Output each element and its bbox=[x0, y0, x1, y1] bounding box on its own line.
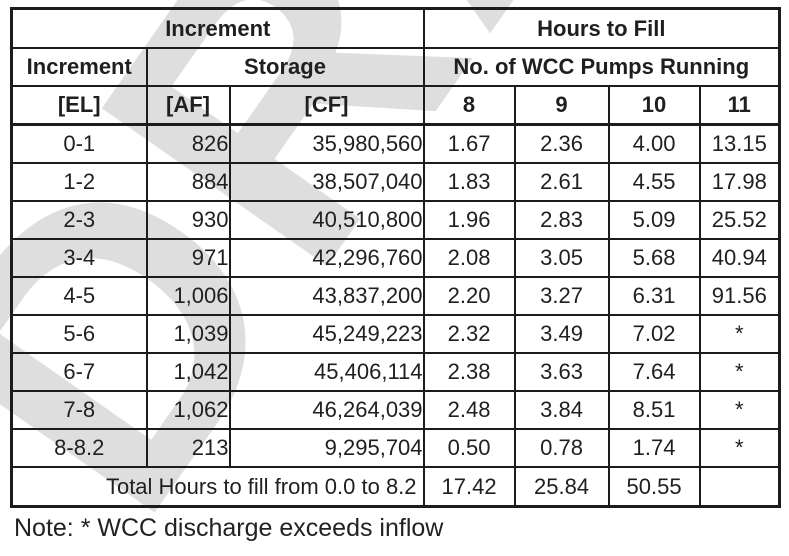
table-row: 0-1 826 35,980,560 1.67 2.36 4.00 13.15 bbox=[10, 123, 781, 164]
cell-cf: 46,264,039 bbox=[228, 390, 425, 430]
cell-hours-11: * bbox=[698, 390, 781, 430]
table-row: 6-7 1,042 45,406,114 2.38 3.63 7.64 * bbox=[10, 352, 781, 392]
cell-af: 971 bbox=[145, 238, 231, 278]
table-row: 3-4 971 42,296,760 2.08 3.05 5.68 40.94 bbox=[10, 238, 781, 278]
cell-el: 5-6 bbox=[10, 314, 148, 354]
cell-el: 4-5 bbox=[10, 276, 148, 316]
cell-hours-8: 2.48 bbox=[422, 390, 516, 430]
cell-hours-8: 2.20 bbox=[422, 276, 516, 316]
cell-hours-9: 3.84 bbox=[513, 390, 610, 430]
cell-cf: 45,249,223 bbox=[228, 314, 425, 354]
header-increment: Increment bbox=[10, 47, 148, 87]
cell-hours-10: 5.68 bbox=[607, 238, 701, 278]
cell-hours-8: 0.50 bbox=[422, 428, 516, 468]
cell-hours-11: * bbox=[698, 314, 781, 354]
cell-hours-11: 13.15 bbox=[698, 123, 781, 164]
header-pumps-8: 8 bbox=[422, 85, 516, 126]
cell-hours-10: 8.51 bbox=[607, 390, 701, 430]
cell-af: 1,039 bbox=[145, 314, 231, 354]
cell-af: 1,062 bbox=[145, 390, 231, 430]
table-row: 5-6 1,039 45,249,223 2.32 3.49 7.02 * bbox=[10, 314, 781, 354]
header-hours-to-fill-group: Hours to Fill bbox=[422, 7, 781, 49]
cell-hours-10: 4.55 bbox=[607, 162, 701, 202]
header-increment-group: Increment bbox=[10, 7, 425, 49]
cell-cf: 43,837,200 bbox=[228, 276, 425, 316]
note-text: Note: * WCC discharge exceeds inflow bbox=[14, 514, 444, 542]
cell-el: 2-3 bbox=[10, 200, 148, 240]
cell-hours-9: 3.05 bbox=[513, 238, 610, 278]
total-row: Total Hours to fill from 0.0 to 8.2 17.4… bbox=[10, 466, 781, 508]
total-hours-10: 50.55 bbox=[607, 466, 701, 508]
header-unit-cf: [CF] bbox=[228, 85, 425, 126]
cell-hours-11: 40.94 bbox=[698, 238, 781, 278]
cell-el: 6-7 bbox=[10, 352, 148, 392]
cell-cf: 42,296,760 bbox=[228, 238, 425, 278]
cell-cf: 38,507,040 bbox=[228, 162, 425, 202]
cell-cf: 35,980,560 bbox=[228, 123, 425, 164]
header-pumps-9: 9 bbox=[513, 85, 610, 126]
cell-el: 8-8.2 bbox=[10, 428, 148, 468]
cell-hours-11: 91.56 bbox=[698, 276, 781, 316]
header-unit-af: [AF] bbox=[145, 85, 231, 126]
cell-el: 3-4 bbox=[10, 238, 148, 278]
table-row: 7-8 1,062 46,264,039 2.48 3.84 8.51 * bbox=[10, 390, 781, 430]
cell-hours-11: * bbox=[698, 428, 781, 468]
cell-hours-10: 7.64 bbox=[607, 352, 701, 392]
cell-af: 930 bbox=[145, 200, 231, 240]
cell-af: 1,042 bbox=[145, 352, 231, 392]
cell-cf: 40,510,800 bbox=[228, 200, 425, 240]
cell-hours-10: 6.31 bbox=[607, 276, 701, 316]
cell-hours-10: 1.74 bbox=[607, 428, 701, 468]
cell-af: 884 bbox=[145, 162, 231, 202]
cell-hours-8: 2.08 bbox=[422, 238, 516, 278]
table-row: 8-8.2 213 9,295,704 0.50 0.78 1.74 * bbox=[10, 428, 781, 468]
header-pumps-11: 11 bbox=[698, 85, 781, 126]
cell-cf: 9,295,704 bbox=[228, 428, 425, 468]
header-pumps-running: No. of WCC Pumps Running bbox=[422, 47, 781, 87]
cell-hours-9: 2.36 bbox=[513, 123, 610, 164]
cell-af: 826 bbox=[145, 123, 231, 164]
total-hours-8: 17.42 bbox=[422, 466, 516, 508]
storage-fill-time-table: Increment Hours to Fill Increment Storag… bbox=[10, 7, 782, 508]
cell-hours-8: 1.67 bbox=[422, 123, 516, 164]
cell-el: 7-8 bbox=[10, 390, 148, 430]
cell-hours-9: 3.63 bbox=[513, 352, 610, 392]
header-sub-row: Increment Storage No. of WCC Pumps Runni… bbox=[10, 47, 781, 87]
header-unit-row: [EL] [AF] [CF] 8 9 10 11 bbox=[10, 85, 781, 126]
header-pumps-10: 10 bbox=[607, 85, 701, 126]
header-storage: Storage bbox=[145, 47, 425, 87]
cell-cf: 45,406,114 bbox=[228, 352, 425, 392]
cell-hours-10: 5.09 bbox=[607, 200, 701, 240]
cell-hours-11: 17.98 bbox=[698, 162, 781, 202]
cell-hours-11: 25.52 bbox=[698, 200, 781, 240]
cell-hours-10: 7.02 bbox=[607, 314, 701, 354]
table-row: 1-2 884 38,507,040 1.83 2.61 4.55 17.98 bbox=[10, 162, 781, 202]
header-group-row: Increment Hours to Fill bbox=[10, 7, 781, 49]
cell-hours-8: 1.96 bbox=[422, 200, 516, 240]
total-label: Total Hours to fill from 0.0 to 8.2 bbox=[10, 466, 425, 508]
total-hours-11-empty bbox=[698, 466, 781, 508]
cell-hours-9: 2.83 bbox=[513, 200, 610, 240]
total-hours-9: 25.84 bbox=[513, 466, 610, 508]
cell-el: 1-2 bbox=[10, 162, 148, 202]
cell-hours-8: 2.38 bbox=[422, 352, 516, 392]
cell-hours-8: 2.32 bbox=[422, 314, 516, 354]
cell-af: 1,006 bbox=[145, 276, 231, 316]
table-row: 4-5 1,006 43,837,200 2.20 3.27 6.31 91.5… bbox=[10, 276, 781, 316]
cell-hours-10: 4.00 bbox=[607, 123, 701, 164]
cell-hours-9: 3.27 bbox=[513, 276, 610, 316]
cell-hours-9: 3.49 bbox=[513, 314, 610, 354]
cell-hours-8: 1.83 bbox=[422, 162, 516, 202]
cell-af: 213 bbox=[145, 428, 231, 468]
table-row: 2-3 930 40,510,800 1.96 2.83 5.09 25.52 bbox=[10, 200, 781, 240]
cell-hours-9: 2.61 bbox=[513, 162, 610, 202]
cell-hours-9: 0.78 bbox=[513, 428, 610, 468]
cell-el: 0-1 bbox=[10, 123, 148, 164]
cell-hours-11: * bbox=[698, 352, 781, 392]
header-unit-el: [EL] bbox=[10, 85, 148, 126]
